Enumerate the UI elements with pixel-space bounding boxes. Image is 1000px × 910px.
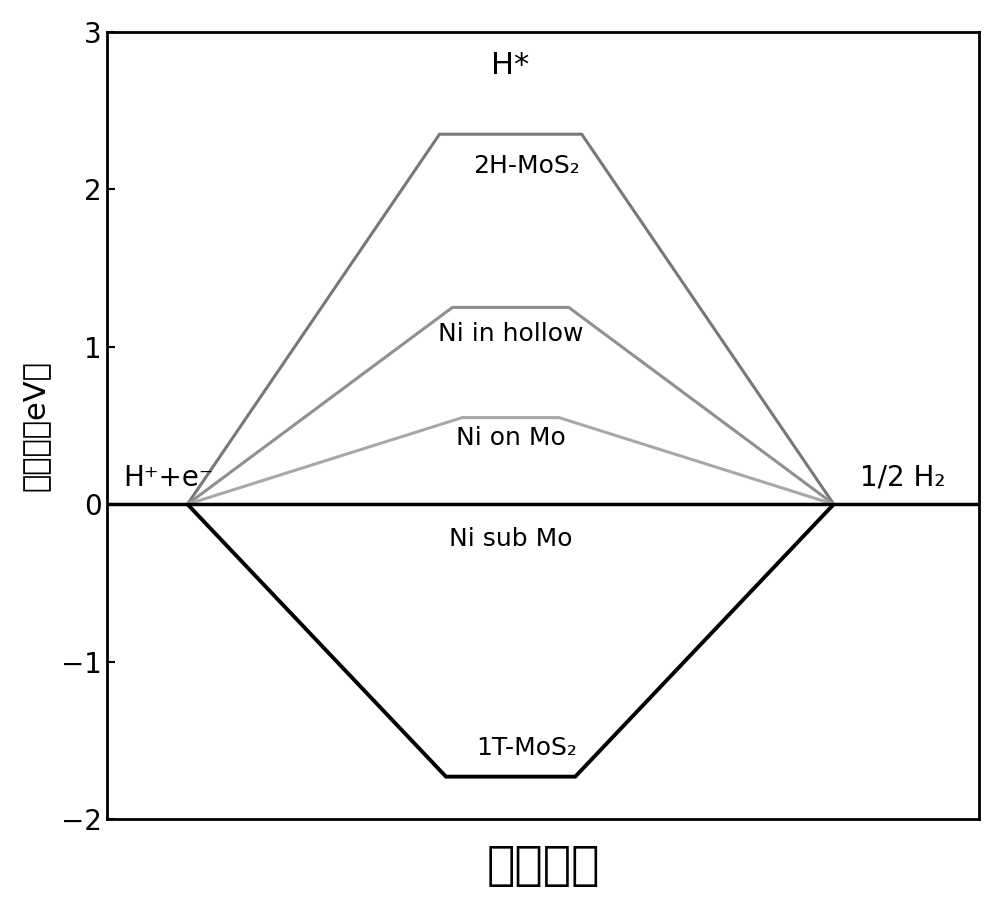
Text: H⁺+e⁻: H⁺+e⁻ [123,463,213,491]
Text: 1/2 H₂: 1/2 H₂ [860,463,945,491]
Text: 1T-MoS₂: 1T-MoS₂ [476,736,577,761]
Text: Ni in hollow: Ni in hollow [438,322,583,346]
Text: H*: H* [491,51,530,80]
Text: Ni on Mo: Ni on Mo [456,426,565,450]
Text: Ni sub Mo: Ni sub Mo [449,527,572,551]
Text: 2H-MoS₂: 2H-MoS₂ [473,154,580,177]
Y-axis label: 自由能（eV）: 自由能（eV） [21,360,50,490]
X-axis label: 反应坐标: 反应坐标 [486,844,600,889]
